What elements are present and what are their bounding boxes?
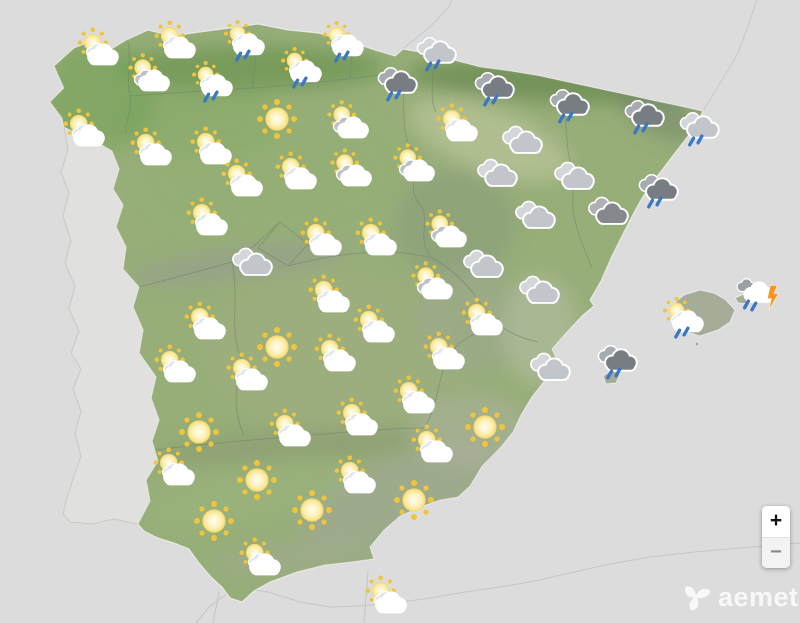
zoom-in-button[interactable]: +	[762, 506, 790, 538]
map-zoom-control: + −	[762, 506, 790, 568]
zoom-out-button[interactable]: −	[762, 537, 790, 568]
france-coastline	[402, 0, 758, 112]
